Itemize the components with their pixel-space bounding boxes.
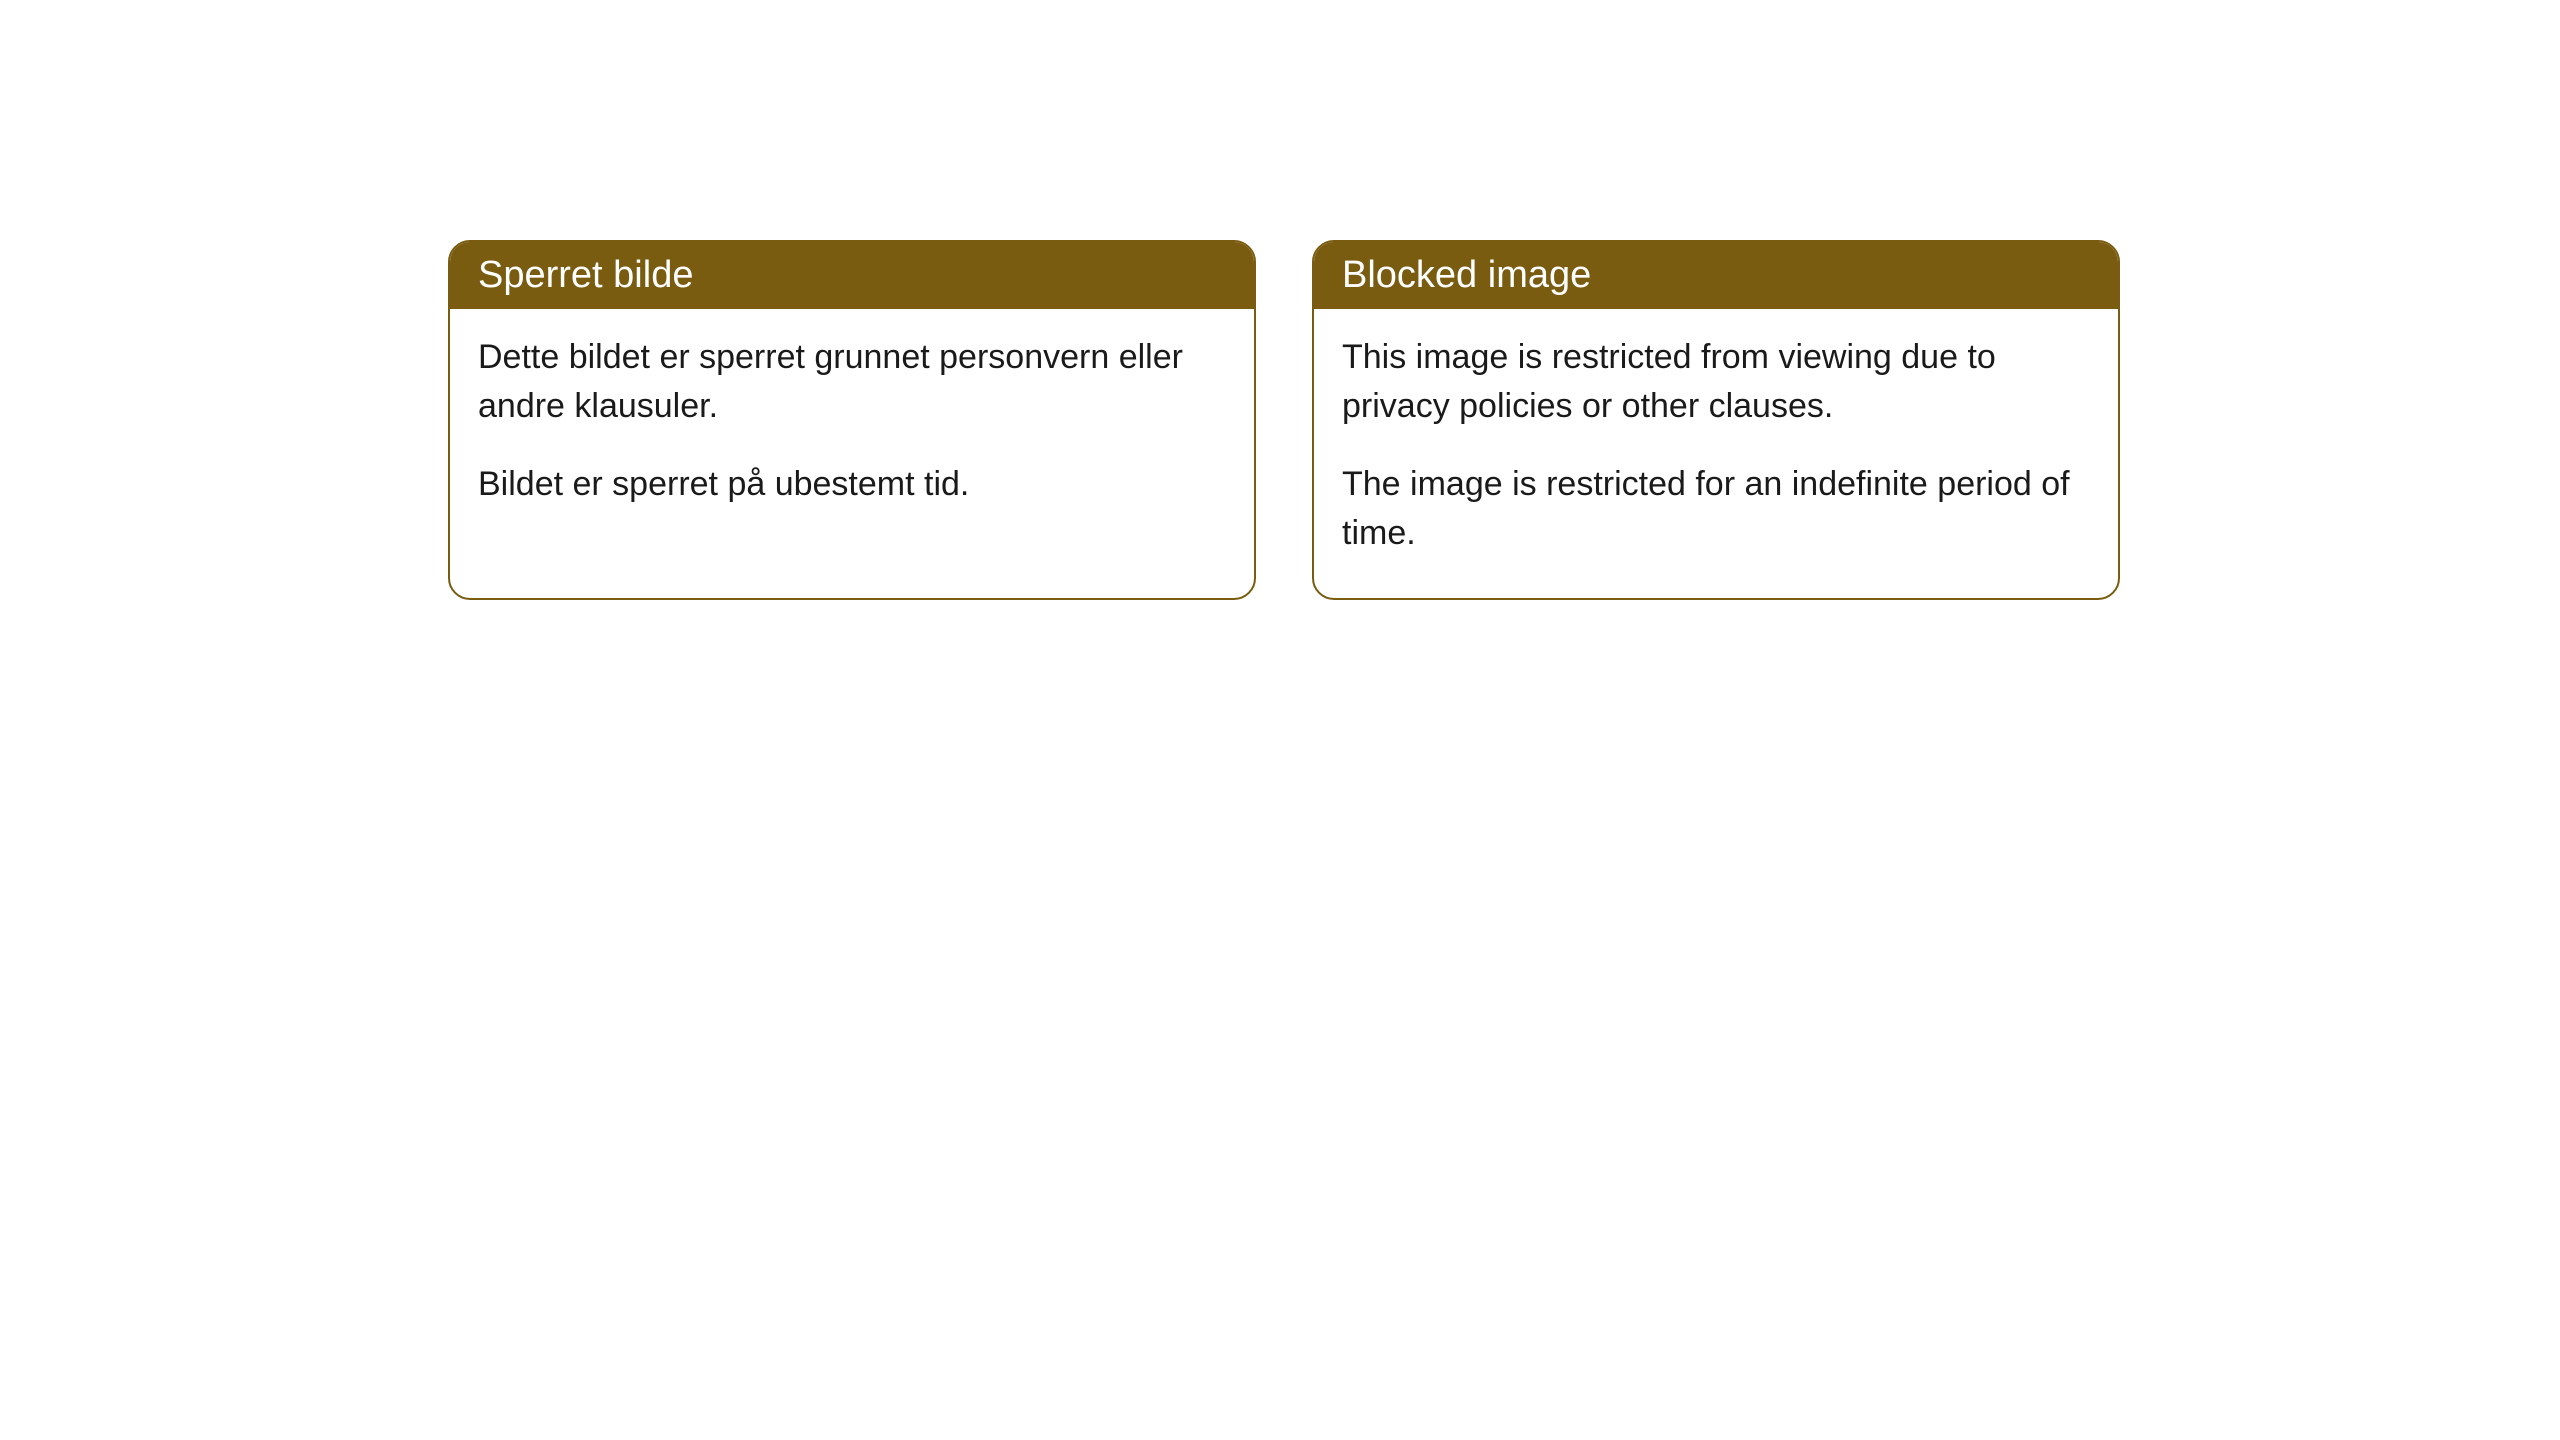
notice-cards-container: Sperret bilde Dette bildet er sperret gr…	[448, 240, 2120, 600]
card-header: Blocked image	[1314, 242, 2118, 309]
card-paragraph: The image is restricted for an indefinit…	[1342, 460, 2090, 559]
card-title: Sperret bilde	[478, 254, 693, 296]
notice-card-english: Blocked image This image is restricted f…	[1312, 240, 2120, 600]
card-title: Blocked image	[1342, 254, 1591, 296]
card-paragraph: Dette bildet er sperret grunnet personve…	[478, 333, 1226, 432]
card-body: Dette bildet er sperret grunnet personve…	[450, 309, 1254, 549]
card-header: Sperret bilde	[450, 242, 1254, 309]
notice-card-norwegian: Sperret bilde Dette bildet er sperret gr…	[448, 240, 1256, 600]
card-paragraph: This image is restricted from viewing du…	[1342, 333, 2090, 432]
card-paragraph: Bildet er sperret på ubestemt tid.	[478, 460, 1226, 509]
card-body: This image is restricted from viewing du…	[1314, 309, 2118, 598]
